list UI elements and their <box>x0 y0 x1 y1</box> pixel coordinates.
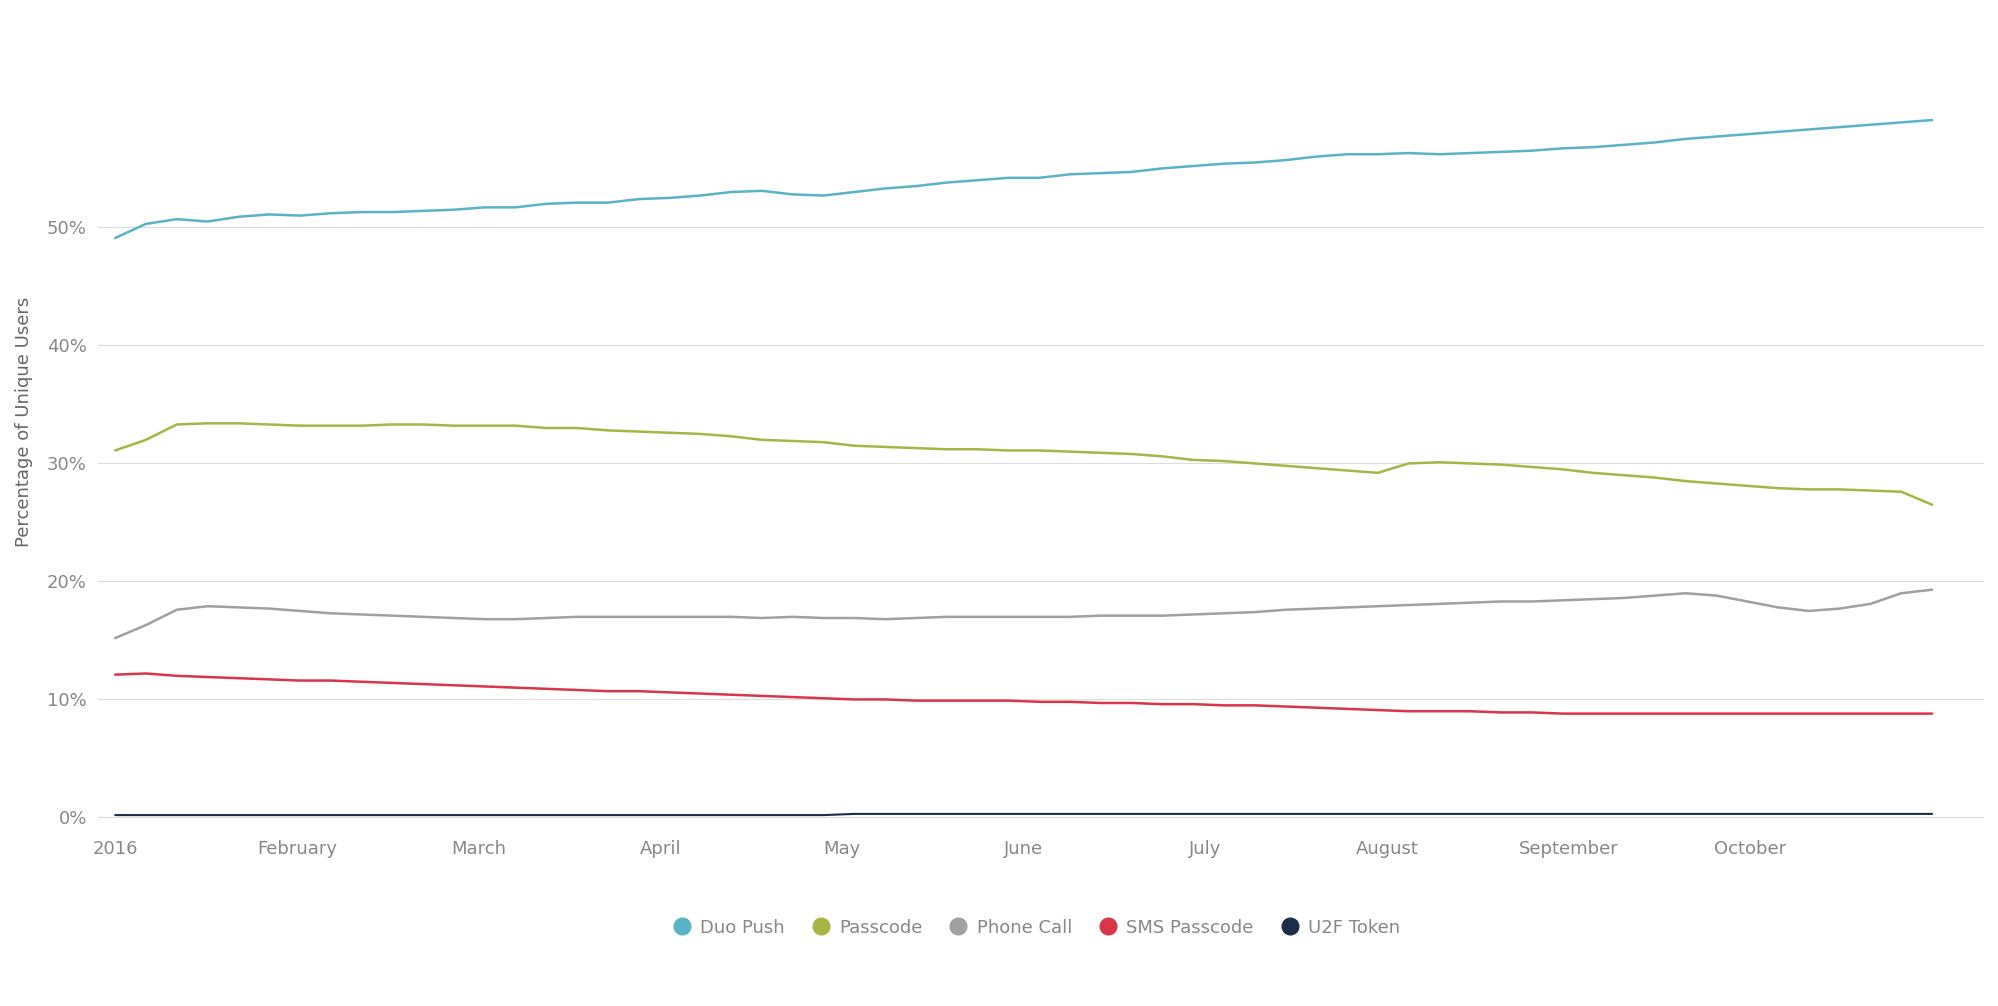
U2F Token <box>1920 808 1944 820</box>
Passcode <box>442 420 466 432</box>
Duo Push <box>412 205 436 217</box>
U2F Token <box>687 809 711 821</box>
SMS Passcode <box>1550 707 1574 719</box>
Legend: Duo Push, Passcode, Phone Call, SMS Passcode, U2F Token: Duo Push, Passcode, Phone Call, SMS Pass… <box>675 911 1407 945</box>
SMS Passcode <box>657 686 681 698</box>
Phone Call <box>104 632 128 644</box>
SMS Passcode <box>1920 707 1944 719</box>
SMS Passcode <box>134 667 158 679</box>
U2F Token <box>719 809 743 821</box>
Phone Call <box>565 611 589 623</box>
Phone Call <box>1920 583 1944 596</box>
Phone Call <box>627 611 651 623</box>
Passcode <box>719 431 743 443</box>
Phone Call <box>719 611 743 623</box>
Passcode <box>1273 460 1297 472</box>
Passcode <box>196 417 220 430</box>
U2F Token <box>841 808 865 820</box>
Duo Push <box>104 232 128 244</box>
Duo Push <box>627 193 651 205</box>
Duo Push <box>565 196 589 208</box>
Line: Phone Call: Phone Call <box>116 590 1932 638</box>
Duo Push <box>1243 157 1267 169</box>
SMS Passcode <box>442 679 466 691</box>
SMS Passcode <box>595 685 619 697</box>
Line: Passcode: Passcode <box>116 424 1932 505</box>
Duo Push <box>719 186 743 198</box>
Passcode <box>1920 499 1944 511</box>
U2F Token <box>412 809 436 821</box>
Phone Call <box>1243 606 1267 618</box>
Line: Duo Push: Duo Push <box>116 120 1932 238</box>
Passcode <box>749 434 773 446</box>
Passcode <box>104 445 128 457</box>
Line: U2F Token: U2F Token <box>116 814 1932 815</box>
SMS Passcode <box>719 689 743 701</box>
SMS Passcode <box>1273 700 1297 712</box>
Line: SMS Passcode: SMS Passcode <box>116 673 1932 713</box>
Phone Call <box>687 611 711 623</box>
U2F Token <box>104 809 128 821</box>
Phone Call <box>412 611 436 623</box>
Y-axis label: Percentage of Unique Users: Percentage of Unique Users <box>16 297 34 547</box>
Passcode <box>657 427 681 439</box>
Duo Push <box>1920 114 1944 126</box>
SMS Passcode <box>749 690 773 702</box>
Passcode <box>595 425 619 437</box>
Duo Push <box>687 189 711 201</box>
SMS Passcode <box>104 669 128 681</box>
U2F Token <box>565 809 589 821</box>
U2F Token <box>627 809 651 821</box>
U2F Token <box>1273 808 1297 820</box>
